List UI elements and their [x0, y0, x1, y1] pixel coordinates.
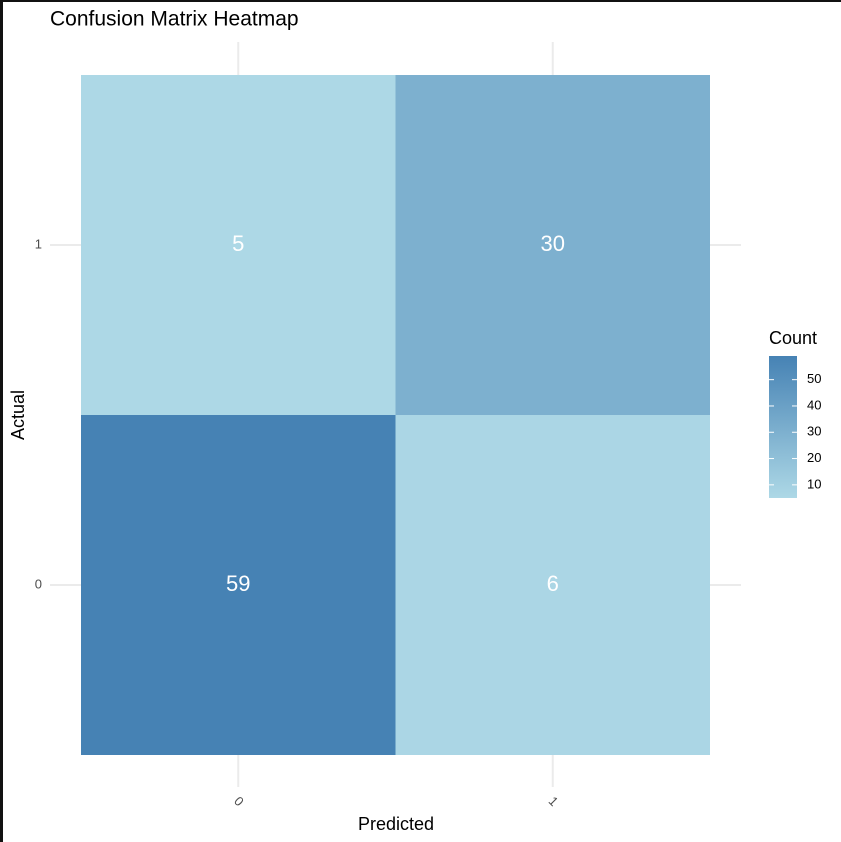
heatmap-cell [395, 75, 710, 415]
cell-label: 5 [232, 231, 244, 256]
y-tick-label: 1 [35, 236, 42, 251]
cell-label: 6 [547, 571, 559, 596]
x-axis-title: Predicted [358, 814, 434, 834]
heatmap-cell [81, 415, 396, 755]
chart-title: Confusion Matrix Heatmap [50, 8, 299, 31]
colorbar-label: 40 [807, 397, 821, 412]
colorbar-label: 30 [807, 424, 821, 439]
colorbar-label: 10 [807, 476, 821, 491]
colorbar-label: 20 [807, 450, 821, 465]
colorbar-label: 50 [807, 371, 821, 386]
colorbar [769, 356, 797, 498]
legend-title: Count [769, 328, 817, 348]
cell-label: 59 [226, 571, 250, 596]
y-tick-label: 0 [35, 576, 42, 591]
y-axis-title: Actual [8, 390, 28, 440]
heatmap-cell [395, 415, 710, 755]
cell-label: 30 [541, 231, 565, 256]
heatmap-cell [81, 75, 396, 415]
